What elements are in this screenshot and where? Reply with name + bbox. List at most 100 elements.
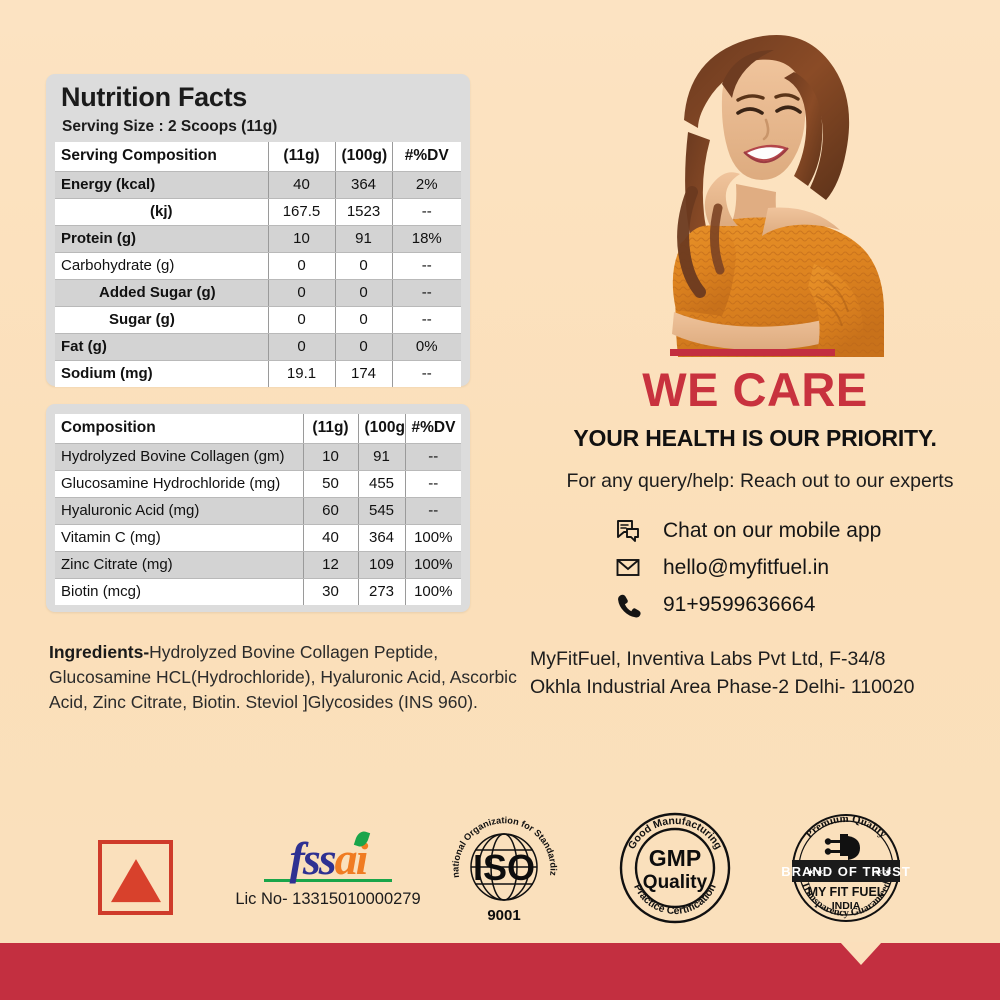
row-value-100g: 364	[358, 524, 406, 552]
contact-phone-row[interactable]: 91+9599636664	[615, 592, 815, 618]
column-header-11g: (11g)	[268, 142, 336, 172]
accent-bar	[670, 349, 835, 356]
star-left-icon: ✶✶	[806, 867, 824, 879]
trust-brand-line-2: INDIA	[832, 900, 861, 912]
row-label: Glucosamine Hydrochloride (mg)	[55, 470, 304, 498]
row-value-100g: 273	[358, 578, 406, 605]
row-value-100g: 0	[335, 333, 393, 361]
row-value-dv: --	[392, 252, 461, 280]
row-label: Protein (g)	[55, 225, 269, 253]
row-label: Sodium (mg)	[55, 360, 269, 387]
contact-email-row[interactable]: hello@myfitfuel.in	[615, 555, 829, 581]
phone-icon	[615, 592, 641, 618]
row-value-11g: 167.5	[268, 198, 336, 226]
row-value-11g: 0	[268, 279, 336, 307]
fssai-license-number: Lic No- 13315010000279	[235, 890, 421, 908]
nutrition-facts-table: Serving Composition (11g) (100g) #%DV En…	[55, 142, 461, 387]
row-value-dv: 100%	[405, 551, 461, 579]
row-value-dv: 0%	[392, 333, 461, 361]
row-value-100g: 455	[358, 470, 406, 498]
table-row: Hyaluronic Acid (mg) 60 545 --	[55, 497, 461, 525]
nutrition-facts-title: Nutrition Facts	[61, 82, 248, 112]
row-value-100g: 1523	[335, 198, 393, 226]
table-row: Added Sugar (g) 0 0 --	[55, 279, 461, 307]
fssai-underline	[264, 879, 392, 882]
table-row: Protein (g) 10 91 18%	[55, 225, 461, 253]
torch-icon	[824, 834, 860, 860]
gmp-quality-seal: Good Manufacturing Practice Certificatio…	[619, 812, 731, 924]
address-line-2: Okhla Industrial Area Phase-2 Delhi- 110…	[530, 676, 915, 698]
row-value-dv: --	[392, 198, 461, 226]
trust-banner-text: BRAND OF TRUST	[782, 864, 910, 879]
bottom-red-band	[0, 943, 1000, 1000]
address-line-1: MyFitFuel, Inventiva Labs Pvt Ltd, F-34/…	[530, 648, 886, 670]
priority-subhead: YOUR HEALTH IS OUR PRIORITY.	[573, 425, 937, 451]
row-value-11g: 30	[303, 578, 359, 605]
column-header-100g: (100g)	[358, 414, 406, 444]
row-label: Hyaluronic Acid (mg)	[55, 497, 304, 525]
row-value-dv: 18%	[392, 225, 461, 253]
row-label: Hydrolyzed Bovine Collagen (gm)	[55, 443, 304, 471]
table-row: Zinc Citrate (mg) 12 109 100%	[55, 551, 461, 579]
table-row: Fat (g) 0 0 0%	[55, 333, 461, 361]
table-header-row: Composition (11g) (100g) #%DV	[55, 414, 461, 444]
gmp-center-line-2: Quality	[643, 872, 708, 893]
row-value-dv: --	[405, 497, 461, 525]
contact-phone-label: 91+9599636664	[663, 593, 816, 616]
row-value-100g: 109	[358, 551, 406, 579]
model-photo	[672, 34, 884, 357]
row-value-11g: 40	[268, 171, 336, 199]
row-value-11g: 10	[268, 225, 336, 253]
veg-mark-icon	[98, 840, 173, 915]
iso-number: 9001	[487, 907, 520, 924]
row-value-dv: 2%	[392, 171, 461, 199]
nutrition-facts-panel: Nutrition Facts Serving Size : 2 Scoops …	[46, 74, 470, 387]
fssai-wordmark: fssai	[218, 829, 438, 884]
row-value-11g: 19.1	[268, 360, 336, 387]
row-value-100g: 0	[335, 252, 393, 280]
gmp-center-line-1: GMP	[649, 845, 701, 871]
company-address: MyFitFuel, Inventiva Labs Pvt Ltd, F-34/…	[530, 645, 1000, 701]
row-value-100g: 174	[335, 360, 393, 387]
table-row: Vitamin C (mg) 40 364 100%	[55, 524, 461, 552]
table-row: Sugar (g) 0 0 --	[55, 306, 461, 334]
column-header-composition: Serving Composition	[55, 142, 269, 172]
row-label: Biotin (mcg)	[55, 578, 304, 605]
row-value-11g: 0	[268, 333, 336, 361]
contact-chat-row[interactable]: Chat on our mobile app	[615, 518, 881, 544]
band-notch	[840, 942, 882, 965]
star-right-icon: ✶✶	[874, 867, 892, 879]
row-value-11g: 60	[303, 497, 359, 525]
trust-brand-line-1: MY FIT FUEL	[808, 885, 885, 899]
row-label: Energy (kcal)	[55, 171, 269, 199]
row-value-100g: 0	[335, 279, 393, 307]
table-row: Glucosamine Hydrochloride (mg) 50 455 --	[55, 470, 461, 498]
column-header-100g: (100g)	[335, 142, 393, 172]
row-value-11g: 10	[303, 443, 359, 471]
row-value-100g: 91	[358, 443, 406, 471]
fssai-word-blue: fss	[289, 833, 337, 884]
row-value-100g: 545	[358, 497, 406, 525]
row-label: Added Sugar (g)	[55, 279, 269, 307]
column-header-composition: Composition	[55, 414, 304, 444]
row-value-11g: 12	[303, 551, 359, 579]
row-value-11g: 40	[303, 524, 359, 552]
row-value-dv: --	[392, 279, 461, 307]
row-value-dv: 100%	[405, 524, 461, 552]
ingredients-body: Hydrolyzed Bovine Collagen Peptide, Gluc…	[49, 642, 517, 712]
row-value-dv: --	[405, 443, 461, 471]
table-row: Hydrolyzed Bovine Collagen (gm) 10 91 --	[55, 443, 461, 471]
row-label: Carbohydrate (g)	[55, 252, 269, 280]
row-value-11g: 0	[268, 252, 336, 280]
veg-triangle	[110, 858, 161, 902]
table-row: Biotin (mcg) 30 273 100%	[55, 578, 461, 605]
column-header-dv: #%DV	[405, 414, 461, 444]
table-row: Energy (kcal) 40 364 2%	[55, 171, 461, 199]
row-value-11g: 0	[268, 306, 336, 334]
table-header-row: Serving Composition (11g) (100g) #%DV	[55, 142, 461, 172]
row-value-dv: 100%	[405, 578, 461, 605]
column-header-dv: #%DV	[392, 142, 461, 172]
contact-chat-label: Chat on our mobile app	[663, 519, 882, 542]
row-value-dv: --	[405, 470, 461, 498]
table-row: Sodium (mg) 19.1 174 --	[55, 360, 461, 387]
